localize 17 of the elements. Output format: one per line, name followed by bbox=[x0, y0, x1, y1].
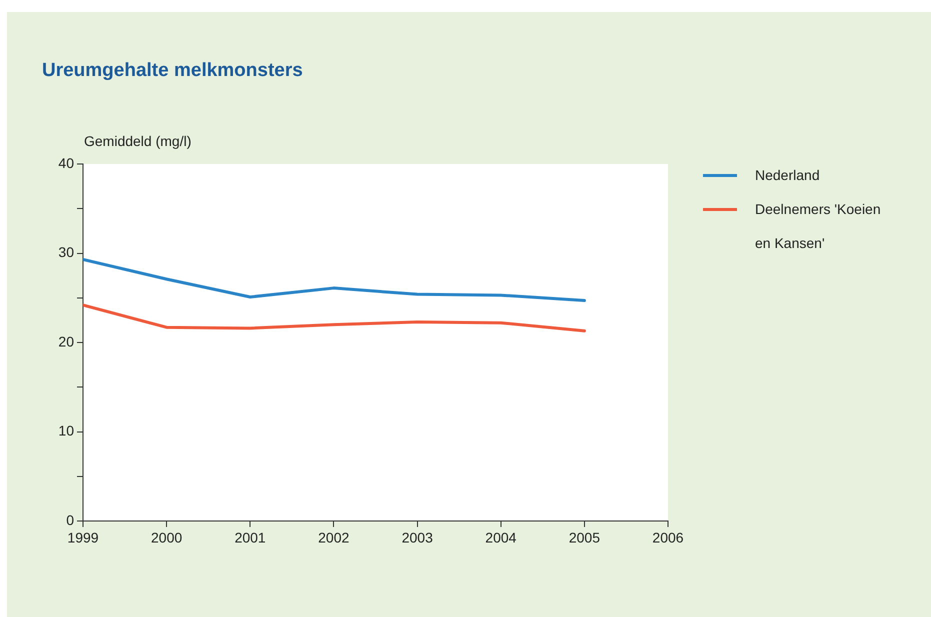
x-tick-label: 2003 bbox=[402, 529, 434, 546]
x-tick-label: 2002 bbox=[318, 529, 350, 546]
x-tick-label: 1999 bbox=[67, 529, 99, 546]
text: Deelnemers 'Koeien en Kansen' bbox=[755, 201, 881, 251]
y-tick-label: 10 bbox=[58, 422, 74, 439]
x-tick-label: 2000 bbox=[150, 529, 182, 546]
y-tick-label: 30 bbox=[58, 244, 74, 260]
y-tick-label: 40 bbox=[58, 154, 74, 171]
x-tick-label: 2004 bbox=[485, 529, 517, 546]
y-tick-label: 0 bbox=[66, 512, 74, 528]
x-tick-label: 2005 bbox=[568, 529, 600, 546]
legend-label: Nederland bbox=[755, 166, 821, 185]
chart-title: Ureumgehalte melkmonsters bbox=[42, 60, 303, 82]
y-tick-label: 20 bbox=[58, 333, 74, 350]
x-tick-label: 2006 bbox=[652, 529, 684, 546]
y-axis-title: Gemiddeld (mg/l) bbox=[84, 133, 192, 149]
x-tick-label: 2001 bbox=[234, 529, 266, 546]
